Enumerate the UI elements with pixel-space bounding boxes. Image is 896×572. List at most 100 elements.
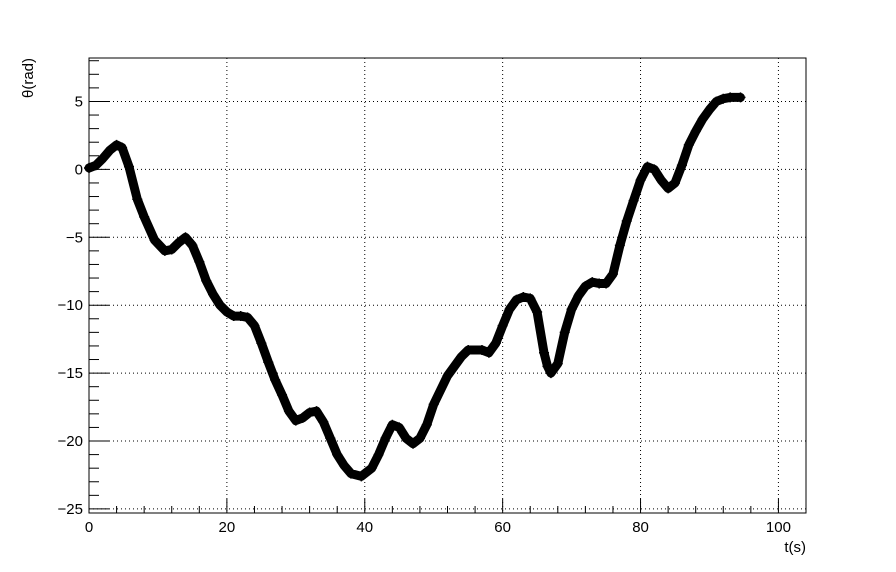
data-point-marker	[566, 304, 577, 315]
data-point-marker	[490, 338, 501, 349]
y-tick-label: −20	[58, 433, 83, 450]
data-point-marker	[580, 281, 591, 292]
x-tick-label: 100	[766, 519, 791, 536]
data-point-marker	[649, 164, 660, 175]
data-point-marker	[242, 312, 253, 323]
data-point-marker	[208, 289, 219, 300]
data-point-marker	[635, 175, 646, 186]
data-point-marker	[149, 235, 160, 245]
data-point-marker	[283, 406, 294, 417]
x-tick-label: 40	[356, 519, 373, 536]
x-axis-title: t(s)	[784, 539, 806, 556]
data-point-marker	[725, 92, 736, 103]
data-point-marker	[304, 407, 315, 418]
y-tick-label: −5	[66, 229, 83, 246]
data-point-marker	[408, 438, 419, 449]
data-point-marker	[166, 244, 177, 255]
y-tick-label: 0	[75, 161, 83, 178]
x-tick-label: 80	[632, 519, 649, 536]
data-point-marker	[587, 277, 598, 288]
data-point-marker	[601, 278, 612, 289]
data-point-marker	[401, 433, 412, 444]
data-point-marker	[573, 290, 584, 301]
data-point-marker	[542, 361, 553, 372]
data-point-marker	[690, 126, 701, 137]
data-series	[84, 92, 746, 482]
data-point-marker	[139, 211, 150, 222]
data-point-marker	[676, 160, 687, 171]
data-point-marker	[628, 195, 639, 206]
data-point-marker	[421, 419, 432, 430]
data-point-marker	[621, 215, 632, 226]
data-point-marker	[325, 433, 336, 444]
data-point-marker	[256, 338, 267, 349]
data-point-marker	[277, 389, 288, 400]
data-point-marker	[718, 93, 729, 104]
data-point-marker	[318, 417, 329, 427]
data-point-marker	[670, 177, 681, 188]
data-point-marker	[221, 306, 232, 317]
axes: 0 20 40 60 80 100 −25 −20 −15 −10 −5 0 5	[58, 60, 807, 536]
data-point-marker	[642, 161, 653, 172]
data-point-marker	[249, 320, 260, 331]
data-point-marker	[656, 175, 667, 186]
data-point-marker	[697, 114, 708, 125]
data-point-marker	[414, 433, 425, 444]
data-point-marker	[97, 153, 108, 164]
data-point-marker	[545, 368, 556, 379]
data-point-marker	[387, 419, 398, 430]
data-point-marker	[663, 183, 674, 194]
data-point-marker	[380, 433, 391, 444]
data-point-marker	[173, 237, 184, 248]
y-axis-title: θ(rad)	[20, 58, 37, 98]
y-tick-label: 5	[75, 93, 83, 110]
data-point-marker	[497, 320, 508, 331]
data-point-marker	[270, 374, 281, 385]
x-tick-label: 60	[494, 519, 511, 536]
data-point-marker	[735, 92, 746, 103]
data-point-marker	[263, 357, 274, 368]
data-point-marker	[194, 256, 205, 267]
data-point-marker	[180, 232, 191, 243]
data-point-marker	[214, 300, 225, 311]
data-point-marker	[187, 240, 198, 251]
data-point-marker	[463, 345, 474, 356]
x-tick-label: 0	[85, 519, 93, 536]
data-point-marker	[559, 327, 570, 338]
data-point-marker	[525, 293, 536, 304]
data-point-marker	[607, 268, 618, 279]
data-point-marker	[345, 468, 356, 479]
y-tick-label: −25	[58, 501, 83, 518]
data-point-marker	[159, 245, 170, 256]
data-point-marker	[552, 358, 563, 369]
data-point-marker	[704, 104, 715, 115]
data-point-marker	[394, 422, 405, 433]
y-tick-label: −15	[58, 365, 83, 382]
data-point-marker	[373, 449, 384, 460]
data-point-marker	[428, 399, 439, 410]
data-point-marker	[442, 370, 453, 381]
data-point-marker	[511, 294, 522, 305]
data-point-marker	[311, 406, 322, 417]
data-point-marker	[132, 194, 143, 205]
data-point-marker	[683, 139, 694, 150]
data-point-marker	[297, 412, 308, 423]
data-point-marker	[235, 311, 246, 322]
data-point-marker	[117, 142, 128, 153]
data-point-marker	[614, 240, 625, 251]
data-point-marker	[518, 292, 529, 303]
data-point-marker	[539, 347, 550, 358]
data-point-marker	[456, 351, 467, 362]
data-point-marker	[111, 139, 122, 150]
data-point-marker	[90, 160, 101, 171]
data-point-marker	[332, 449, 343, 460]
data-point-marker	[366, 463, 377, 474]
data-point-marker	[356, 471, 367, 482]
data-point-marker	[339, 460, 350, 471]
data-point-marker	[711, 96, 722, 107]
data-point-marker	[123, 161, 134, 172]
data-point-marker	[201, 275, 212, 286]
data-point-marker	[483, 347, 494, 358]
